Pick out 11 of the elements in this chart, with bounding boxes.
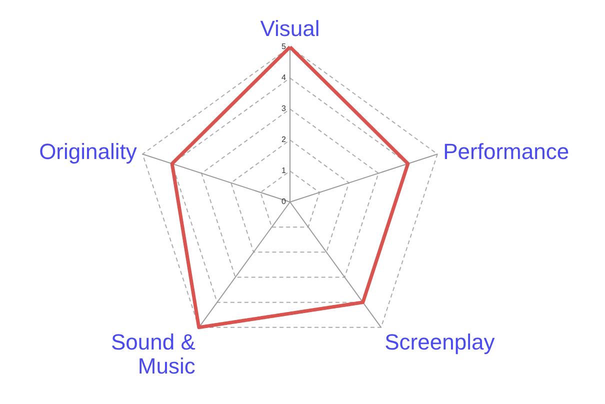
y-tick-label: 5 [282, 42, 287, 51]
spoke-label: Performance [443, 139, 570, 164]
y-tick-label: 0 [282, 197, 287, 206]
spoke-label: Originality [39, 139, 137, 164]
y-tick-label: 4 [282, 73, 287, 82]
spoke-label: Screenplay [384, 329, 495, 354]
spoke-label: Sound & Music [110, 329, 196, 378]
spoke-label: Visual [260, 16, 320, 41]
y-tick-label: 2 [282, 135, 287, 144]
y-tick-label: 3 [282, 104, 287, 113]
y-tick-label: 1 [282, 166, 287, 175]
